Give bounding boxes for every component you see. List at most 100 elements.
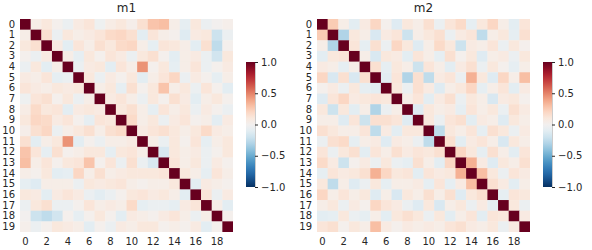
cell — [116, 147, 127, 158]
cell — [190, 83, 201, 94]
cell — [498, 72, 509, 83]
cell — [381, 104, 392, 115]
x-tick-label: 6 — [383, 236, 389, 247]
cell — [328, 51, 339, 62]
cell — [190, 189, 201, 200]
cells — [317, 19, 530, 232]
cell — [190, 136, 201, 147]
cell — [127, 126, 138, 137]
colorbar-axis-line — [553, 63, 556, 188]
cell — [487, 157, 498, 168]
cell — [20, 30, 31, 41]
cell — [466, 168, 477, 179]
cell — [424, 62, 435, 73]
cell — [455, 72, 466, 83]
cell — [222, 136, 233, 147]
cell — [158, 40, 169, 51]
cell — [360, 189, 371, 200]
cell — [137, 211, 148, 222]
cell — [63, 94, 74, 105]
colorbar-axis: −1.0−0.50.00.51.0 — [255, 57, 285, 193]
cell — [445, 221, 456, 232]
cell — [477, 157, 488, 168]
cell — [169, 136, 180, 147]
cell — [317, 19, 328, 30]
cell — [487, 147, 498, 158]
cell — [169, 62, 180, 73]
y-tick-label: 13 — [2, 157, 15, 168]
cell — [455, 168, 466, 179]
cell — [127, 179, 138, 190]
cell — [158, 157, 169, 168]
cell — [498, 179, 509, 190]
cell — [190, 51, 201, 62]
cell — [360, 221, 371, 232]
y-tick-label: 9 — [306, 114, 312, 125]
cell — [349, 136, 360, 147]
y-tick: 16 — [299, 189, 317, 200]
cell — [519, 94, 530, 105]
cell — [63, 179, 74, 190]
cell — [95, 83, 106, 94]
cell — [349, 168, 360, 179]
cell — [519, 30, 530, 41]
cell — [434, 72, 445, 83]
cell — [222, 200, 233, 211]
cell — [52, 200, 63, 211]
cell — [413, 104, 424, 115]
colorbar-tick-label: −1.0 — [558, 182, 582, 193]
cell — [360, 168, 371, 179]
cell — [466, 200, 477, 211]
cell — [73, 179, 84, 190]
cell — [370, 189, 381, 200]
cell — [338, 104, 349, 115]
cell — [509, 115, 520, 126]
cell — [338, 211, 349, 222]
cell — [466, 179, 477, 190]
cell — [455, 104, 466, 115]
cell — [190, 168, 201, 179]
y-tick-label: 10 — [299, 125, 312, 136]
cell — [466, 147, 477, 158]
cell — [328, 115, 339, 126]
cell — [148, 126, 159, 137]
cell — [137, 157, 148, 168]
cell — [338, 83, 349, 94]
cell — [519, 19, 530, 30]
cell — [455, 200, 466, 211]
y-tick-label: 16 — [299, 189, 312, 200]
cell — [519, 211, 530, 222]
cells — [20, 19, 233, 232]
cell — [41, 189, 52, 200]
cell — [73, 200, 84, 211]
cell — [370, 72, 381, 83]
cell — [41, 200, 52, 211]
y-tick: 3 — [9, 50, 20, 61]
colorbar-tick-mark — [552, 62, 555, 63]
cell — [20, 115, 31, 126]
cell — [84, 72, 95, 83]
cell — [434, 221, 445, 232]
cell — [63, 168, 74, 179]
cell — [509, 221, 520, 232]
cell — [434, 115, 445, 126]
cell — [317, 200, 328, 211]
y-tick-label: 3 — [9, 50, 15, 61]
cell — [381, 179, 392, 190]
cell — [137, 221, 148, 232]
cell — [169, 200, 180, 211]
x-tick: 10 — [125, 232, 138, 247]
x-tick-label: 0 — [22, 236, 28, 247]
cell — [413, 94, 424, 105]
cell — [31, 30, 42, 41]
figure: m102468101214161801234567891011121314151… — [0, 0, 592, 250]
cell — [52, 189, 63, 200]
cell — [477, 62, 488, 73]
cell — [328, 157, 339, 168]
y-tick-label: 15 — [2, 178, 15, 189]
x-tick-label: 4 — [362, 236, 368, 247]
cell — [105, 179, 116, 190]
cell — [381, 126, 392, 137]
cell — [424, 136, 435, 147]
cell — [169, 221, 180, 232]
